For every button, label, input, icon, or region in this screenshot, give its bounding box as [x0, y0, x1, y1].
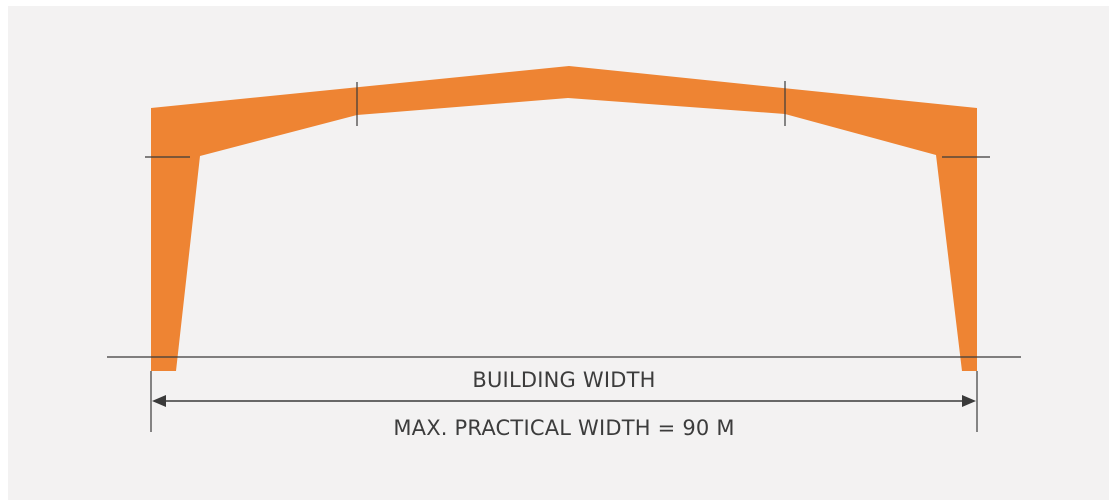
right-arrowhead: [962, 395, 976, 407]
left-arrowhead: [152, 395, 166, 407]
portal-frame: [151, 66, 977, 371]
building-width-label: BUILDING WIDTH: [472, 368, 656, 392]
max-practical-width-label: MAX. PRACTICAL WIDTH = 90 M: [393, 416, 735, 440]
